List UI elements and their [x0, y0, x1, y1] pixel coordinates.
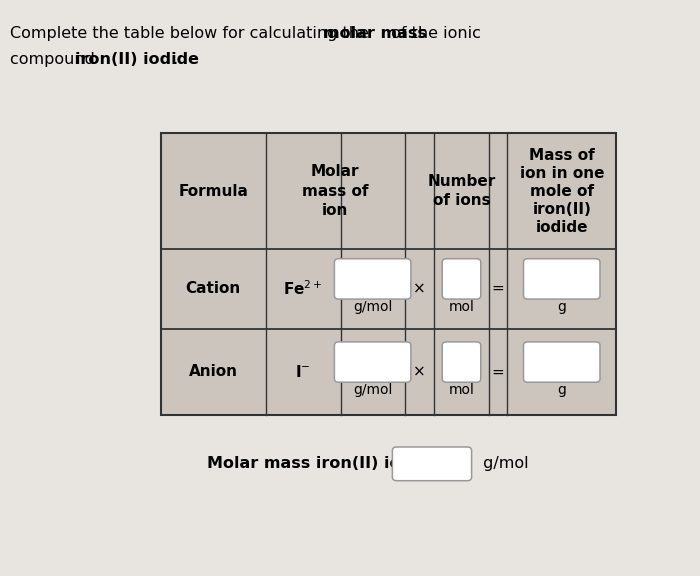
Text: =: =	[491, 365, 504, 380]
Text: Anion: Anion	[188, 365, 237, 380]
Text: Mass of
ion in one
mole of
iron(II)
iodide: Mass of ion in one mole of iron(II) iodi…	[519, 147, 604, 234]
Text: compound: compound	[10, 52, 101, 67]
FancyBboxPatch shape	[524, 342, 600, 382]
FancyBboxPatch shape	[393, 447, 472, 481]
Text: Fe$^{2+}$: Fe$^{2+}$	[284, 279, 323, 298]
Text: g: g	[557, 384, 566, 397]
FancyBboxPatch shape	[524, 259, 600, 299]
FancyBboxPatch shape	[442, 259, 481, 299]
Text: .: .	[168, 52, 178, 67]
Text: Formula: Formula	[178, 184, 248, 199]
Text: iron(II) iodide: iron(II) iodide	[75, 52, 199, 67]
Text: ×: ×	[413, 365, 426, 380]
Text: Complete the table below for calculating the: Complete the table below for calculating…	[10, 26, 374, 41]
Text: Molar
mass of
ion: Molar mass of ion	[302, 164, 368, 218]
FancyBboxPatch shape	[442, 342, 481, 382]
Text: g/mol: g/mol	[353, 384, 392, 397]
FancyBboxPatch shape	[335, 259, 411, 299]
FancyBboxPatch shape	[335, 342, 411, 382]
Text: g/mol: g/mol	[353, 300, 392, 314]
Text: Number
of ions: Number of ions	[428, 174, 496, 208]
Text: Molar mass iron(II) iodide =: Molar mass iron(II) iodide =	[207, 456, 465, 471]
Bar	[161, 134, 617, 415]
Text: Cation: Cation	[186, 281, 241, 296]
Text: mol: mol	[449, 300, 475, 314]
Text: of the ionic: of the ionic	[386, 26, 482, 41]
Text: molar mass: molar mass	[323, 26, 427, 41]
Text: g/mol: g/mol	[478, 456, 528, 471]
Text: I$^{-}$: I$^{-}$	[295, 364, 311, 380]
Text: g: g	[557, 300, 566, 314]
Text: =: =	[491, 281, 504, 296]
Text: ×: ×	[413, 281, 426, 296]
Text: mol: mol	[449, 384, 475, 397]
